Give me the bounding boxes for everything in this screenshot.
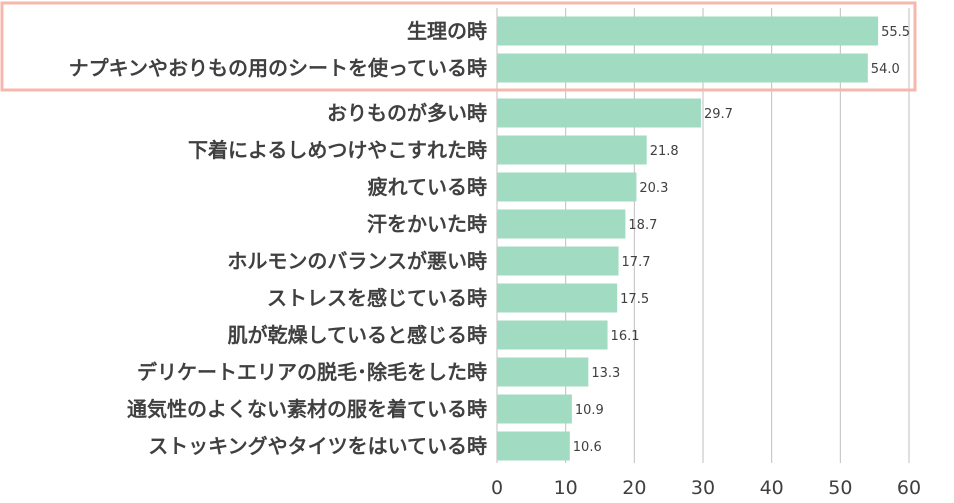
bar <box>497 135 647 165</box>
category-label: おりものが多い時 <box>327 101 487 125</box>
x-tick-label: 50 <box>828 477 852 499</box>
category-label: 通気性のよくない素材の服を着ている時 <box>127 397 487 421</box>
category-label: 疲れている時 <box>368 175 487 199</box>
highlight-box-group <box>0 1 917 92</box>
value-label: 16.1 <box>611 329 640 344</box>
value-label: 13.3 <box>591 366 620 381</box>
value-labels: 55.5 54.0 29.7 21.8 20.3 18.7 17.7 17.5 16.1 13.3… <box>573 25 910 455</box>
category-label: デリケートエリアの脱毛･除毛をした時 <box>137 360 487 384</box>
category-label: 汗をかいた時 <box>367 212 487 236</box>
value-label: 21.8 <box>650 144 679 159</box>
bar <box>497 98 701 128</box>
bars <box>497 16 879 461</box>
category-label: 生理の時 <box>407 19 487 43</box>
category-label: ホルモンのバランスが悪い時 <box>227 249 487 273</box>
value-label: 20.3 <box>639 181 668 196</box>
grid-lines <box>496 8 910 463</box>
value-label: 18.7 <box>628 218 657 233</box>
bar <box>497 172 637 202</box>
highlight-box <box>0 1 917 92</box>
bar <box>497 283 618 313</box>
x-tick-label: 0 <box>491 477 503 499</box>
bar <box>497 53 868 83</box>
bar <box>497 16 879 46</box>
bar <box>497 357 589 387</box>
category-label: 肌が乾燥していると感じる時 <box>228 323 487 347</box>
value-label: 10.6 <box>573 440 602 455</box>
x-axis-ticks: 0 10 20 30 40 50 60 <box>491 477 921 499</box>
value-label: 17.7 <box>622 255 651 270</box>
bar <box>497 431 570 461</box>
x-tick-label: 20 <box>622 477 646 499</box>
value-label: 54.0 <box>871 62 900 77</box>
x-tick-label: 40 <box>760 477 784 499</box>
value-label: 29.7 <box>704 107 733 122</box>
category-label: 下着によるしめつけやこすれた時 <box>188 138 487 162</box>
value-label: 55.5 <box>881 25 910 40</box>
x-tick-label: 10 <box>554 477 578 499</box>
value-label: 10.9 <box>575 403 604 418</box>
category-labels: 生理の時ナプキンやおりもの用のシートを使っている時おりものが多い時下着によるしめ… <box>69 19 487 458</box>
value-label: 17.5 <box>620 292 649 307</box>
bar <box>497 246 619 276</box>
category-label: ナプキンやおりもの用のシートを使っている時 <box>69 56 487 80</box>
category-label: ストッキングやタイツをはいている時 <box>148 434 487 458</box>
bar <box>497 320 608 350</box>
x-tick-label: 60 <box>897 477 921 499</box>
category-label: ストレスを感じている時 <box>267 286 487 310</box>
x-tick-label: 30 <box>691 477 715 499</box>
bar <box>497 394 572 424</box>
bar <box>497 209 626 239</box>
